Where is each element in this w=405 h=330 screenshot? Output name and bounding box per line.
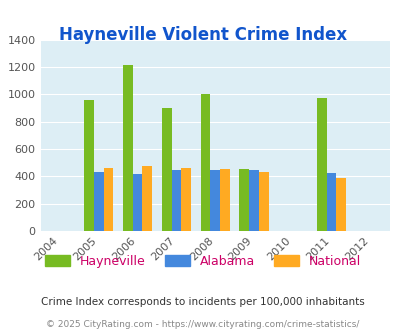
- Text: © 2025 CityRating.com - https://www.cityrating.com/crime-statistics/: © 2025 CityRating.com - https://www.city…: [46, 320, 359, 329]
- Bar: [210, 170, 220, 231]
- Text: Hayneville Violent Crime Index: Hayneville Violent Crime Index: [59, 26, 346, 45]
- Bar: [336, 178, 345, 231]
- Bar: [162, 108, 171, 231]
- Bar: [239, 170, 249, 231]
- Text: Crime Index corresponds to incidents per 100,000 inhabitants: Crime Index corresponds to incidents per…: [41, 297, 364, 307]
- Bar: [220, 170, 229, 231]
- Bar: [249, 170, 258, 231]
- Bar: [171, 170, 181, 231]
- Bar: [316, 98, 326, 231]
- Bar: [200, 94, 210, 231]
- Legend: Hayneville, Alabama, National: Hayneville, Alabama, National: [40, 249, 365, 273]
- Bar: [132, 174, 142, 231]
- Bar: [123, 65, 132, 231]
- Bar: [258, 172, 268, 231]
- Bar: [142, 166, 152, 231]
- Bar: [181, 168, 190, 231]
- Bar: [94, 172, 103, 231]
- Bar: [84, 100, 94, 231]
- Bar: [326, 173, 336, 231]
- Bar: [103, 168, 113, 231]
